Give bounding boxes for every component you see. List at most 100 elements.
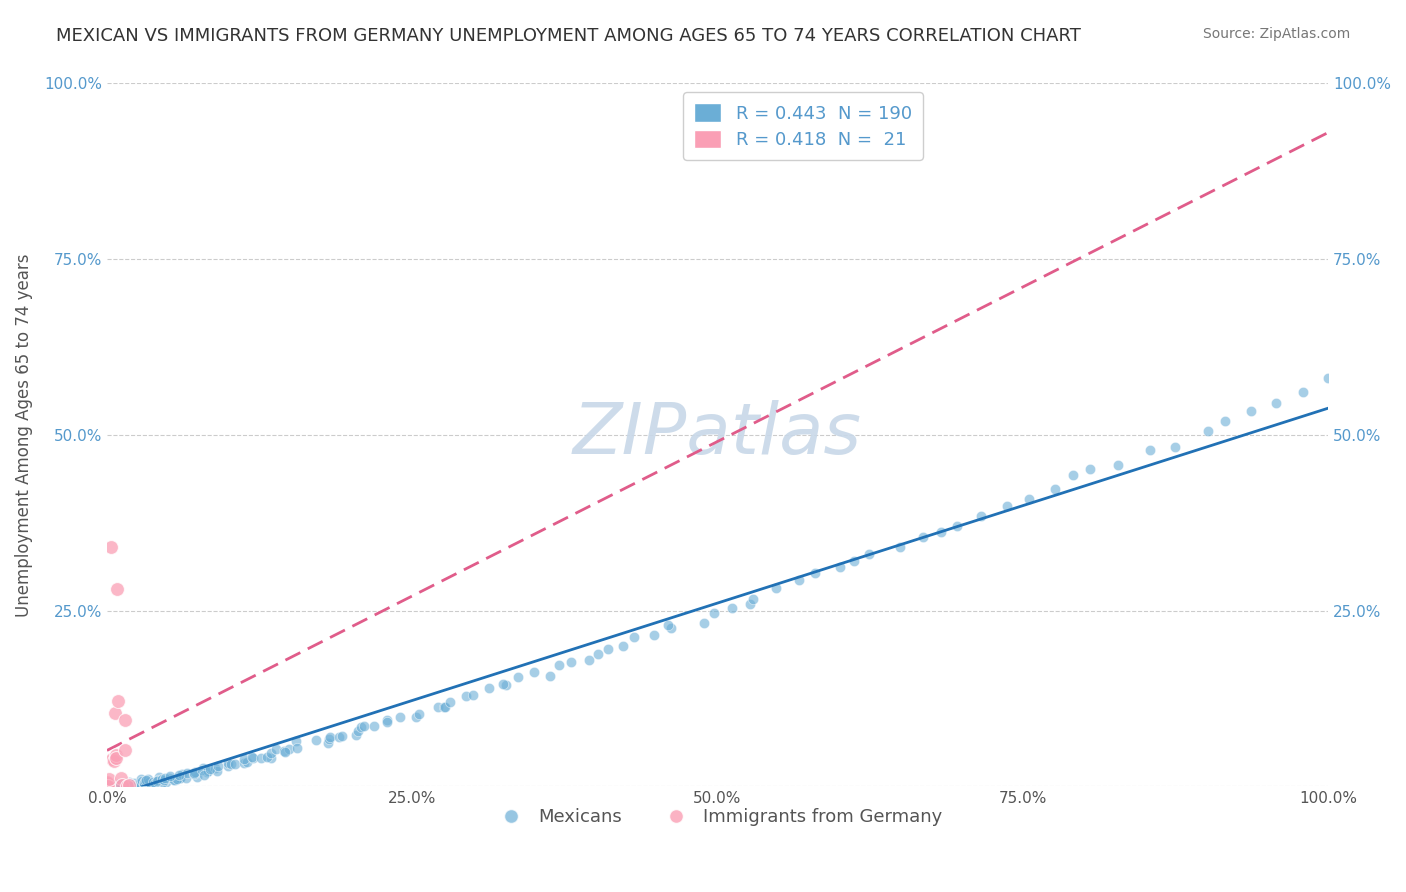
Point: [1062, 468, 1084, 483]
Point: [183, 764, 205, 779]
Point: [765, 581, 787, 595]
Point: [787, 573, 810, 587]
Point: [98, 772, 121, 786]
Point: [273, 745, 295, 759]
Point: [612, 640, 634, 654]
Point: [596, 642, 619, 657]
Point: [1213, 414, 1236, 428]
Point: [1080, 462, 1102, 476]
Point: [98, 779, 121, 793]
Point: [148, 772, 170, 787]
Point: [260, 751, 283, 765]
Point: [96, 777, 118, 791]
Point: [104, 748, 127, 763]
Point: [96, 780, 118, 794]
Point: [108, 777, 131, 791]
Point: [108, 779, 131, 793]
Point: [405, 709, 427, 723]
Point: [149, 773, 172, 788]
Point: [454, 689, 477, 703]
Point: [142, 777, 165, 791]
Point: [152, 774, 174, 789]
Point: [198, 762, 221, 776]
Point: [105, 582, 128, 596]
Point: [191, 763, 214, 777]
Point: [693, 615, 716, 630]
Legend: Mexicans, Immigrants from Germany: Mexicans, Immigrants from Germany: [485, 801, 949, 834]
Point: [97, 780, 120, 794]
Point: [153, 772, 176, 786]
Point: [1317, 371, 1340, 385]
Point: [703, 606, 725, 620]
Point: [186, 770, 208, 784]
Point: [120, 780, 142, 794]
Point: [1018, 491, 1040, 506]
Point: [970, 508, 993, 523]
Point: [96, 780, 118, 794]
Point: [146, 776, 169, 790]
Text: ZIPatlas: ZIPatlas: [574, 401, 862, 469]
Point: [659, 621, 682, 635]
Point: [284, 734, 307, 748]
Point: [316, 736, 339, 750]
Point: [122, 776, 145, 790]
Point: [100, 778, 122, 792]
Point: [96, 780, 118, 794]
Point: [103, 780, 125, 794]
Point: [96, 780, 118, 794]
Point: [260, 747, 283, 761]
Point: [242, 750, 264, 764]
Point: [169, 771, 191, 785]
Point: [98, 780, 121, 794]
Point: [273, 744, 295, 758]
Point: [183, 767, 205, 781]
Point: [165, 772, 187, 787]
Point: [101, 777, 124, 791]
Point: [232, 752, 254, 766]
Point: [96, 777, 118, 791]
Point: [138, 772, 160, 786]
Point: [129, 772, 152, 787]
Point: [101, 751, 124, 765]
Point: [98, 780, 121, 794]
Text: MEXICAN VS IMMIGRANTS FROM GERMANY UNEMPLOYMENT AMONG AGES 65 TO 74 YEARS CORREL: MEXICAN VS IMMIGRANTS FROM GERMANY UNEMP…: [56, 27, 1081, 45]
Point: [112, 778, 135, 792]
Point: [1240, 404, 1263, 418]
Point: [721, 601, 744, 615]
Point: [159, 769, 181, 783]
Point: [115, 780, 138, 794]
Point: [219, 756, 242, 771]
Point: [101, 780, 124, 794]
Point: [163, 772, 186, 787]
Point: [1197, 424, 1219, 438]
Point: [233, 756, 256, 770]
Point: [155, 775, 177, 789]
Point: [118, 775, 141, 789]
Point: [96, 780, 118, 794]
Point: [114, 777, 136, 791]
Point: [96, 780, 118, 794]
Point: [121, 779, 143, 793]
Point: [204, 761, 226, 775]
Text: Source: ZipAtlas.com: Source: ZipAtlas.com: [1202, 27, 1350, 41]
Point: [104, 751, 127, 765]
Point: [132, 776, 155, 790]
Point: [96, 780, 118, 794]
Point: [97, 777, 120, 791]
Point: [560, 655, 582, 669]
Point: [1043, 482, 1066, 496]
Point: [112, 777, 135, 791]
Point: [344, 728, 367, 742]
Point: [143, 776, 166, 790]
Point: [738, 597, 761, 611]
Point: [96, 780, 118, 794]
Point: [1265, 395, 1288, 409]
Point: [150, 772, 173, 786]
Point: [132, 776, 155, 790]
Point: [389, 710, 412, 724]
Point: [804, 566, 827, 580]
Point: [100, 540, 122, 554]
Point: [538, 669, 561, 683]
Point: [1164, 440, 1187, 454]
Point: [193, 760, 215, 774]
